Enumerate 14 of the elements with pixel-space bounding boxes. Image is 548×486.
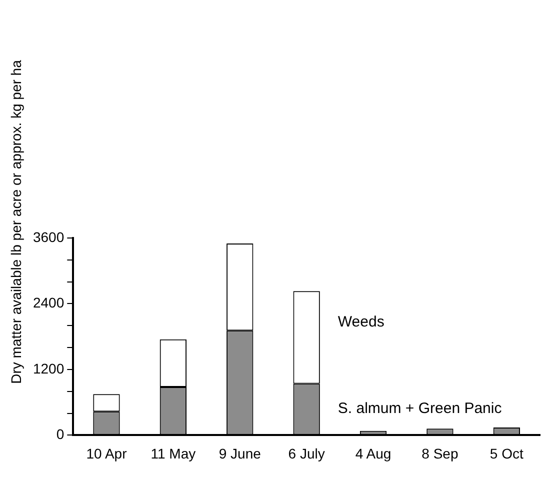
series-label: S. almum + Green Panic	[338, 400, 502, 417]
x-tick-label: 8 Sep	[422, 445, 458, 462]
x-tick-label: 4 Aug	[355, 445, 392, 462]
y-tick-label: 1200	[32, 360, 64, 376]
y-axis-title: Dry matter available lb per acre or approx. kg per ha	[8, 60, 24, 384]
series-label: Weeds	[338, 314, 384, 331]
x-tick-label: 10 Apr	[86, 445, 128, 462]
y-tick-label: 2400	[32, 294, 64, 311]
x-tick-label: 5 Oct	[490, 445, 524, 462]
y-tick-label: 3600	[32, 228, 64, 245]
x-tick-label: 11 May	[150, 445, 196, 462]
x-tick-label: 6 July	[288, 445, 325, 462]
x-tick-label: 9 June	[218, 445, 262, 462]
y-tick-label: 0	[56, 426, 64, 442]
